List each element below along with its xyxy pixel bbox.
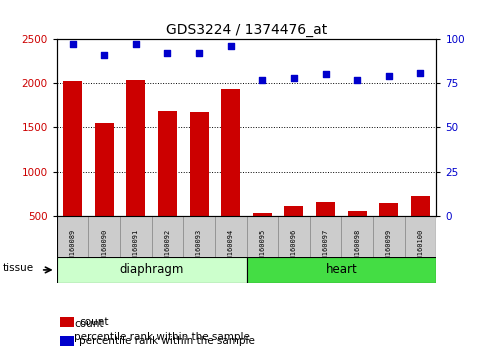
Bar <box>215 216 246 281</box>
Bar <box>183 216 215 281</box>
Bar <box>284 206 304 260</box>
Point <box>353 77 361 82</box>
Bar <box>61 336 74 346</box>
Bar <box>126 80 145 260</box>
Bar <box>63 81 82 260</box>
Bar <box>246 216 278 281</box>
Text: GSM160098: GSM160098 <box>354 228 360 267</box>
Bar <box>253 213 272 260</box>
Bar <box>341 216 373 281</box>
Bar <box>221 88 240 260</box>
Bar <box>246 257 436 283</box>
Point <box>385 73 393 79</box>
Bar <box>95 122 113 260</box>
Bar <box>152 216 183 281</box>
Point <box>132 41 140 47</box>
Bar <box>57 257 246 283</box>
Text: GSM160089: GSM160089 <box>70 228 75 267</box>
Text: GSM160094: GSM160094 <box>228 228 234 267</box>
Point <box>100 52 108 58</box>
Bar <box>61 317 74 327</box>
Bar <box>120 216 152 281</box>
Bar <box>278 216 310 281</box>
Bar <box>348 211 367 260</box>
Text: GSM160097: GSM160097 <box>322 228 329 267</box>
Text: GDS3224 / 1374476_at: GDS3224 / 1374476_at <box>166 23 327 37</box>
Bar <box>189 112 209 260</box>
Text: GSM160099: GSM160099 <box>386 228 392 267</box>
Point <box>195 50 203 56</box>
Text: GSM160093: GSM160093 <box>196 228 202 267</box>
Bar <box>316 202 335 260</box>
Text: GSM160100: GSM160100 <box>418 228 423 267</box>
Bar <box>310 216 341 281</box>
Text: GSM160091: GSM160091 <box>133 228 139 267</box>
Text: tissue: tissue <box>2 263 34 273</box>
Text: count: count <box>79 317 109 327</box>
Point <box>227 43 235 49</box>
Bar <box>373 216 405 281</box>
Text: heart: heart <box>325 263 357 276</box>
Text: diaphragm: diaphragm <box>119 263 184 276</box>
Bar <box>158 111 177 260</box>
Point <box>164 50 172 56</box>
Bar <box>88 216 120 281</box>
Text: GSM160096: GSM160096 <box>291 228 297 267</box>
Text: percentile rank within the sample: percentile rank within the sample <box>74 332 250 342</box>
Point <box>417 70 424 75</box>
Bar <box>405 216 436 281</box>
Point <box>69 41 76 47</box>
Point <box>321 72 329 77</box>
Bar <box>57 216 88 281</box>
Text: GSM160092: GSM160092 <box>164 228 171 267</box>
Text: count: count <box>74 319 104 329</box>
Bar <box>380 203 398 260</box>
Point <box>258 77 266 82</box>
Text: GSM160095: GSM160095 <box>259 228 265 267</box>
Text: percentile rank within the sample: percentile rank within the sample <box>79 336 255 346</box>
Point <box>290 75 298 81</box>
Bar <box>411 196 430 260</box>
Text: GSM160090: GSM160090 <box>101 228 107 267</box>
